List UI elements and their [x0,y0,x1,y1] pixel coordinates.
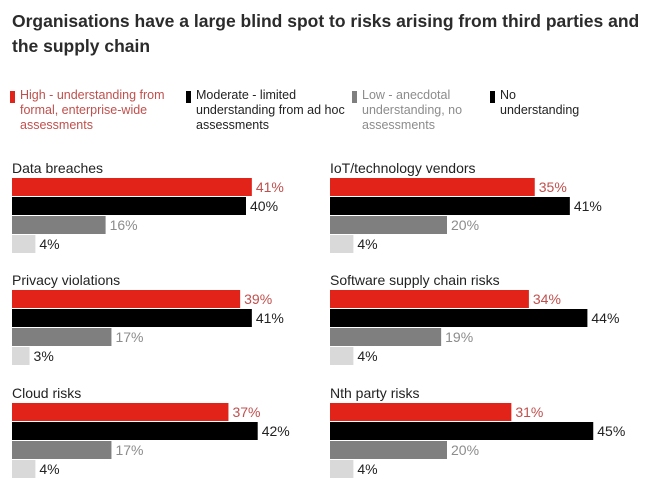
data-label-data-breaches-high: 41% [256,179,284,195]
bar-cloud-risks-none [12,460,36,478]
bar-nth-party-risks-high [330,403,512,421]
data-label-iot-technology-vendors-high: 35% [539,179,567,195]
category-label-nth-party-risks: Nth party risks [330,385,419,401]
legend-label-low: Low - anecdotal understanding, no assess… [362,88,463,132]
category-label-privacy-violations: Privacy violations [12,272,120,288]
bar-data-breaches-none [12,235,36,253]
bar-cloud-risks-low [12,441,112,459]
bar-data-breaches-high [12,178,252,196]
bar-software-supply-chain-risks-moderate [330,309,588,327]
bar-data-breaches-moderate [12,197,246,215]
legend-label-none: No understanding [500,88,580,117]
category-label-cloud-risks: Cloud risks [12,385,81,401]
bar-iot-technology-vendors-low [330,216,447,234]
data-label-software-supply-chain-risks-high: 34% [533,291,561,307]
legend-swatch-high [10,91,15,103]
data-label-iot-technology-vendors-low: 20% [451,217,479,233]
bar-software-supply-chain-risks-none [330,347,354,365]
legend-label-moderate: Moderate - limited understanding from ad… [196,88,345,132]
data-label-data-breaches-none: 4% [39,236,59,252]
bar-nth-party-risks-moderate [330,422,594,440]
bar-iot-technology-vendors-high [330,178,535,196]
data-label-nth-party-risks-none: 4% [357,461,377,477]
bar-software-supply-chain-risks-low [330,328,442,346]
bar-privacy-violations-moderate [12,309,252,327]
data-label-privacy-violations-high: 39% [244,291,272,307]
data-label-cloud-risks-none: 4% [39,461,59,477]
data-label-cloud-risks-low: 17% [115,442,143,458]
data-label-nth-party-risks-low: 20% [451,442,479,458]
legend-swatch-low [352,91,357,103]
bar-cloud-risks-high [12,403,229,421]
bar-privacy-violations-high [12,290,241,308]
bar-iot-technology-vendors-none [330,235,354,253]
bar-nth-party-risks-none [330,460,354,478]
category-label-data-breaches: Data breaches [12,160,103,176]
legend: High - understanding from formal, enterp… [10,88,660,138]
bar-data-breaches-low [12,216,106,234]
data-label-software-supply-chain-risks-moderate: 44% [591,310,619,326]
data-label-iot-technology-vendors-moderate: 41% [574,198,602,214]
data-label-software-supply-chain-risks-none: 4% [357,348,377,364]
data-label-nth-party-risks-high: 31% [515,404,543,420]
data-label-data-breaches-low: 16% [110,217,138,233]
category-label-iot-technology-vendors: IoT/technology vendors [330,160,476,176]
data-label-iot-technology-vendors-none: 4% [357,236,377,252]
bar-cloud-risks-moderate [12,422,258,440]
bar-software-supply-chain-risks-high [330,290,529,308]
data-label-nth-party-risks-moderate: 45% [597,423,625,439]
bar-privacy-violations-none [12,347,30,365]
data-label-cloud-risks-moderate: 42% [262,423,290,439]
data-label-software-supply-chain-risks-low: 19% [445,329,473,345]
data-label-cloud-risks-high: 37% [232,404,260,420]
legend-label-high: High - understanding from formal, enterp… [20,88,165,132]
data-label-privacy-violations-none: 3% [34,348,54,364]
category-label-software-supply-chain-risks: Software supply chain risks [330,272,500,288]
data-label-privacy-violations-moderate: 41% [256,310,284,326]
bar-iot-technology-vendors-moderate [330,197,570,215]
data-label-privacy-violations-low: 17% [115,329,143,345]
data-label-data-breaches-moderate: 40% [250,198,278,214]
bar-privacy-violations-low [12,328,112,346]
bar-nth-party-risks-low [330,441,447,459]
legend-swatch-moderate [186,91,191,103]
legend-swatch-none [490,91,495,103]
chart-title: Organisations have a large blind spot to… [12,11,640,56]
